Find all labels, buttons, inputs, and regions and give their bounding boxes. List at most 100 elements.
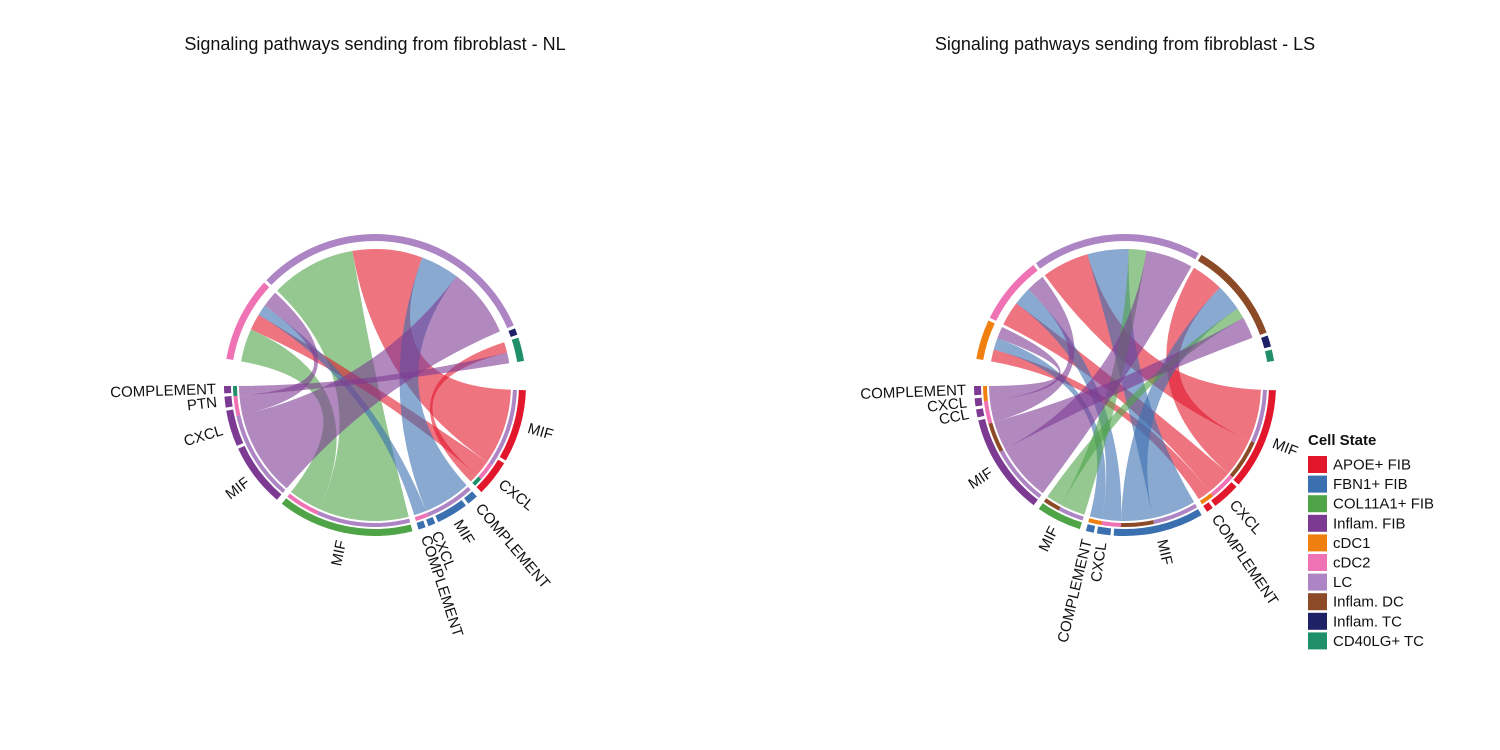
pathway-label-ls-fbn1-fib-complement-5: COMPLEMENT — [1054, 538, 1095, 645]
legend-items: APOE+ FIB FBN1+ FIB COL11A1+ FIB Inflam. FI… — [1308, 456, 1434, 650]
target-band-nl-fbn1-fib-lc — [426, 486, 471, 517]
pathway-label-nl-apoe-fib-cxcl-1: CXCL — [495, 476, 537, 514]
links-nl — [239, 249, 511, 522]
legend-item-inflam-dc: Inflam. DC — [1308, 593, 1404, 611]
link-nl-fbn1-fib-to-cdc2 — [258, 305, 427, 516]
link-nl-fbn1-fib-to-lc — [399, 257, 467, 512]
legend-swatch-fbn1-fib — [1308, 475, 1327, 493]
sender-arc-nl-fbn1-fib-cxcl-4 — [426, 516, 436, 527]
target-band-ls-apoe-fib-inflam-dc — [1229, 441, 1255, 478]
chart-title-nl: Signaling pathways sending from fibrobla… — [184, 34, 565, 54]
chord-chart-ls: Signaling pathways sending from fibrobla… — [860, 34, 1315, 644]
pathway-label-nl-fbn1-fib-mif-3: MIF — [450, 517, 478, 548]
sender-arc-nl-inflam-fib-ptn-9 — [224, 396, 233, 408]
link-nl-apoe-fib-to-cdc2 — [250, 314, 488, 476]
legend-item-cd40lg-tc: CD40LG+ TC — [1308, 632, 1424, 650]
pathway-label-ls-col11a1-fib-mif-6: MIF — [1036, 524, 1063, 555]
link-ls-inflam-fib-to-lc — [1005, 250, 1192, 494]
receiver-arc-ls-inflam-dc — [1197, 254, 1267, 335]
legend-swatch-cdc1 — [1308, 534, 1327, 552]
sender-arc-nl-apoe-fib-mif-0 — [499, 390, 526, 461]
legend-label-cd40lg-tc: CD40LG+ TC — [1333, 633, 1424, 650]
sender-arc-ls-inflam-fib-ccl-8 — [975, 408, 985, 418]
link-ls-col11a1-fib-to-lc — [1061, 249, 1147, 515]
sender-arc-ls-inflam-fib-complement-10 — [974, 386, 982, 396]
target-band-nl-apoe-fib-cdc2 — [478, 462, 493, 480]
sender-arc-nl-inflam-fib-cxcl-8 — [226, 409, 244, 446]
chord-chart-nl: Signaling pathways sending from fibrobla… — [110, 34, 566, 639]
legend: Cell State APOE+ FIB FBN1+ FIB COL11A1+ FI… — [1308, 432, 1434, 650]
receiver-arc-ls-cd40lg-tc — [1264, 349, 1275, 362]
sender-arc-nl-inflam-fib-complement-10 — [224, 386, 232, 394]
target-band-ls-col11a1-fib-lc — [1058, 507, 1084, 521]
receiver-arc-ls-cdc2 — [989, 265, 1038, 321]
links-ls — [989, 249, 1261, 521]
link-ls-apoe-fib-to-lc — [1044, 254, 1261, 441]
sender-arc-ls-inflam-fib-cxcl-9 — [974, 397, 983, 407]
target-band-nl-col11a1-fib-cdc2 — [287, 493, 319, 515]
link-nl-apoe-fib-to-lc — [352, 249, 511, 462]
pathway-label-ls-inflam-fib-complement-10: COMPLEMENT — [860, 382, 966, 403]
sender-arc-nl-apoe-fib-cxcl-1 — [476, 459, 505, 493]
link-ls-fbn1-fib-to-inflam-dc — [1121, 287, 1238, 521]
pathway-label-nl-fbn1-fib-complement-2: COMPLEMENT — [472, 500, 553, 592]
receiver-arc-nl-cd40lg-tc — [511, 337, 525, 362]
link-nl-inflam-fib-to-cd40lg-tc — [239, 352, 510, 396]
legend-swatch-cd40lg-tc — [1308, 632, 1327, 650]
target-band-ls-apoe-fib-cdc1 — [1199, 493, 1214, 505]
sender-arc-nl-fbn1-fib-complement-2 — [464, 491, 477, 504]
receiver-arc-ls-lc — [1035, 234, 1199, 269]
link-ls-inflam-fib-to-cdc2 — [989, 276, 1075, 423]
receiver-arc-nl-lc — [266, 234, 514, 329]
target-band-nl-inflam-fib-cd40lg-tc — [233, 385, 238, 397]
sender-arc-ls-fbn1-fib-complement-5 — [1085, 524, 1096, 533]
legend-item-inflam-fib: Inflam. FIB — [1308, 514, 1406, 532]
arcs-ls — [974, 234, 1276, 536]
sender-arc-nl-fbn1-fib-complement-5 — [416, 520, 426, 530]
arcs-nl — [224, 234, 526, 536]
legend-label-inflam-tc: Inflam. TC — [1333, 613, 1402, 630]
sender-arc-nl-col11a1-fib-mif-6 — [281, 498, 413, 536]
legend-swatch-lc — [1308, 573, 1327, 591]
sender-arc-nl-inflam-fib-mif-7 — [238, 445, 282, 500]
pathway-label-nl-inflam-fib-mif-7: MIF — [222, 474, 253, 503]
legend-label-cdc2: cDC2 — [1333, 555, 1371, 572]
link-ls-inflam-fib-to-inflam-dc — [994, 317, 1253, 450]
target-band-ls-fbn1-fib-lc — [1153, 503, 1198, 525]
legend-label-apoe-fib: APOE+ FIB — [1333, 457, 1411, 474]
sender-arc-ls-fbn1-fib-mif-3 — [1113, 509, 1202, 536]
pathway-label-nl-inflam-fib-ptn-9: PTN — [186, 394, 218, 414]
link-ls-apoe-fib-to-inflam-dc — [1166, 267, 1250, 474]
target-band-nl-inflam-fib-lc — [236, 415, 286, 493]
target-band-nl-col11a1-fib-lc — [316, 510, 411, 527]
link-ls-inflam-fib-to-cdc1 — [989, 326, 1061, 401]
pathway-label-ls-fbn1-fib-cxcl-4: CXCL — [1088, 541, 1110, 583]
legend-item-inflam-tc: Inflam. TC — [1308, 612, 1402, 630]
legend-label-cdc1: cDC1 — [1333, 535, 1371, 552]
sender-arc-ls-apoe-fib-mif-0 — [1233, 390, 1276, 485]
legend-swatch-inflam-fib — [1308, 514, 1327, 532]
link-ls-apoe-fib-to-cdc2 — [1003, 303, 1229, 492]
sender-arc-ls-col11a1-fib-mif-6 — [1038, 503, 1082, 530]
legend-label-lc: LC — [1333, 574, 1352, 591]
legend-item-cdc2: cDC2 — [1308, 554, 1371, 572]
target-band-ls-inflam-fib-cdc2 — [983, 400, 993, 424]
legend-item-apoe-fib: APOE+ FIB — [1308, 456, 1411, 474]
link-ls-fbn1-fib-to-cdc1 — [993, 338, 1106, 520]
pathway-label-nl-inflam-fib-complement-10: COMPLEMENT — [110, 381, 216, 401]
target-band-ls-fbn1-fib-inflam-dc — [1120, 520, 1154, 527]
chart-title-ls: Signaling pathways sending from fibrobla… — [935, 34, 1315, 54]
pathway-label-ls-inflam-fib-mif-7: MIF — [965, 464, 996, 492]
legend-swatch-apoe-fib — [1308, 456, 1327, 473]
receiver-arc-nl-cdc2 — [226, 282, 270, 360]
legend-label-fbn1-fib: FBN1+ FIB — [1333, 476, 1408, 493]
legend-swatch-inflam-tc — [1308, 612, 1327, 630]
receiver-arc-nl-inflam-tc — [508, 328, 518, 337]
target-band-nl-fbn1-fib-cdc2 — [414, 512, 429, 521]
legend-swatch-cdc2 — [1308, 554, 1327, 571]
legend-item-lc: LC — [1308, 573, 1352, 591]
link-ls-apoe-fib-to-cdc1 — [991, 349, 1210, 500]
target-band-ls-inflam-fib-cdc1 — [983, 385, 988, 402]
sender-arc-nl-fbn1-fib-mif-3 — [435, 499, 466, 523]
